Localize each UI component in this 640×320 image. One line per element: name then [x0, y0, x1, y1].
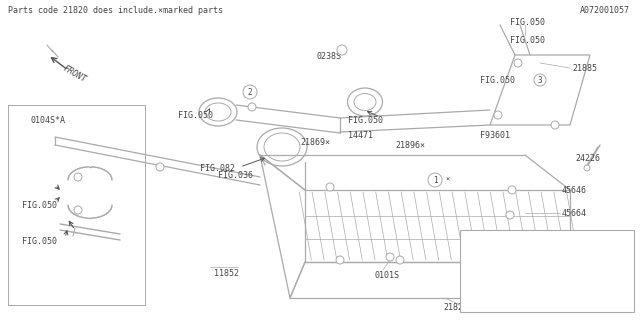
Circle shape — [396, 256, 404, 264]
Text: FIG.050: FIG.050 — [348, 116, 383, 124]
Text: 0101S: 0101S — [374, 271, 399, 281]
Circle shape — [506, 211, 514, 219]
Text: 0104S*B: 0104S*B — [492, 281, 527, 290]
Text: 3: 3 — [472, 281, 476, 290]
Bar — [460, 230, 634, 312]
Circle shape — [248, 103, 256, 111]
Text: ×: × — [445, 177, 449, 183]
Text: 0238S: 0238S — [316, 52, 341, 60]
Text: FIG.082: FIG.082 — [200, 164, 235, 172]
Text: F9841  ('05MY0409-): F9841 ('05MY0409-) — [492, 265, 580, 274]
Text: 24226: 24226 — [575, 154, 600, 163]
Circle shape — [386, 253, 394, 261]
Text: FIG.050: FIG.050 — [22, 201, 57, 210]
Text: 11852: 11852 — [214, 269, 239, 278]
Text: 1: 1 — [472, 236, 476, 245]
Text: 1: 1 — [433, 175, 437, 185]
Text: FIG.050: FIG.050 — [178, 110, 213, 119]
Circle shape — [428, 173, 442, 187]
Circle shape — [337, 45, 347, 55]
Circle shape — [74, 206, 82, 214]
Text: 21896×: 21896× — [395, 140, 425, 149]
Text: 2: 2 — [472, 259, 476, 268]
Text: 3: 3 — [538, 76, 542, 84]
Text: 21869×: 21869× — [300, 138, 330, 147]
Text: A072001057: A072001057 — [580, 5, 630, 14]
Circle shape — [514, 59, 522, 67]
Circle shape — [584, 165, 590, 171]
Text: F93601: F93601 — [480, 131, 510, 140]
Circle shape — [551, 121, 559, 129]
Text: FIG.050: FIG.050 — [480, 76, 515, 84]
Text: Parts code 21820 does include.×marked parts: Parts code 21820 does include.×marked pa… — [8, 5, 223, 14]
Text: 2: 2 — [248, 87, 252, 97]
Text: 21885: 21885 — [572, 63, 597, 73]
Text: FIG.050: FIG.050 — [22, 237, 57, 246]
Circle shape — [74, 173, 82, 181]
Text: FIG.050: FIG.050 — [510, 36, 545, 44]
Text: 21820: 21820 — [443, 303, 468, 313]
Text: F98402: F98402 — [492, 236, 522, 245]
Circle shape — [534, 74, 546, 86]
Text: FIG.036: FIG.036 — [218, 171, 253, 180]
Text: FRONT: FRONT — [62, 64, 88, 84]
Circle shape — [508, 186, 516, 194]
Circle shape — [468, 235, 480, 247]
Circle shape — [468, 257, 480, 269]
Circle shape — [494, 111, 502, 119]
Circle shape — [468, 279, 480, 291]
Text: 0104S*A: 0104S*A — [30, 116, 65, 124]
Text: FIG.050: FIG.050 — [510, 18, 545, 27]
Text: 45646: 45646 — [562, 186, 587, 195]
Circle shape — [326, 183, 334, 191]
Circle shape — [336, 256, 344, 264]
Circle shape — [243, 85, 257, 99]
Circle shape — [156, 163, 164, 171]
Text: F98402(-'05MY0408): F98402(-'05MY0408) — [492, 252, 575, 260]
Text: 14471: 14471 — [348, 131, 373, 140]
Text: 45664: 45664 — [562, 209, 587, 218]
